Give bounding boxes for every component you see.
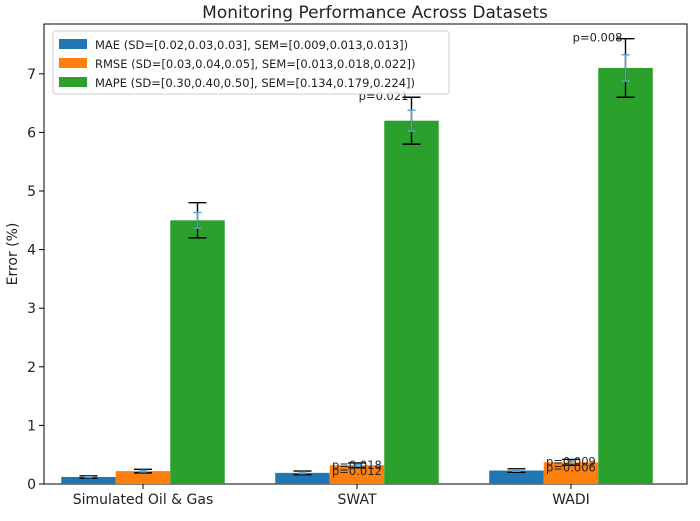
bar <box>489 470 544 484</box>
x-tick-label: Simulated Oil & Gas <box>73 492 214 508</box>
bar <box>170 220 225 484</box>
y-axis: 0 1 2 3 4 5 6 7 <box>27 67 44 493</box>
y-tick-label: 6 <box>27 125 36 141</box>
y-tick-label: 4 <box>27 243 36 259</box>
legend-label: MAE (SD=[0.02,0.03,0.03], SEM=[0.009,0.0… <box>95 38 408 52</box>
legend-label: MAPE (SD=[0.30,0.40,0.50], SEM=[0.134,0.… <box>95 76 415 90</box>
error-bars-group <box>79 37 635 479</box>
bar <box>329 465 385 484</box>
x-axis: Simulated Oil & Gas SWAT WADI <box>73 484 590 508</box>
bar <box>275 472 330 484</box>
bar <box>115 471 171 484</box>
legend-swatch <box>59 39 87 49</box>
bar <box>384 120 439 484</box>
annotations-group: p=0.018p=0.012p=0.021p=0.009p=0.006p=0.0… <box>332 31 623 478</box>
x-tick-label: SWAT <box>337 492 376 508</box>
legend-box <box>52 30 450 95</box>
y-tick-label: 7 <box>27 67 36 83</box>
p-value-annotation: p=0.018 <box>332 458 382 472</box>
y-tick-label: 0 <box>27 477 36 493</box>
x-tick-label: WADI <box>552 492 590 508</box>
y-tick-label: 3 <box>27 301 36 317</box>
legend-swatch <box>59 58 87 68</box>
chart-title: Monitoring Performance Across Datasets <box>202 3 548 23</box>
bar <box>598 67 653 485</box>
p-value-annotation: p=0.006 <box>546 460 596 474</box>
bars-group <box>61 67 653 485</box>
y-tick-label: 2 <box>27 360 36 376</box>
y-axis-label: Error (%) <box>5 223 21 286</box>
p-value-annotation: p=0.008 <box>573 31 623 45</box>
p-value-annotation: p=0.012 <box>332 464 382 478</box>
legend: MAE (SD=[0.02,0.03,0.03], SEM=[0.009,0.0… <box>52 30 450 95</box>
legend-label: RMSE (SD=[0.03,0.04,0.05], SEM=[0.013,0.… <box>95 57 415 71</box>
legend-swatch <box>59 77 87 87</box>
y-tick-label: 5 <box>27 184 36 200</box>
bar <box>61 476 116 484</box>
bar <box>543 462 599 484</box>
p-value-annotation: p=0.009 <box>546 454 596 468</box>
y-tick-label: 1 <box>27 418 36 434</box>
